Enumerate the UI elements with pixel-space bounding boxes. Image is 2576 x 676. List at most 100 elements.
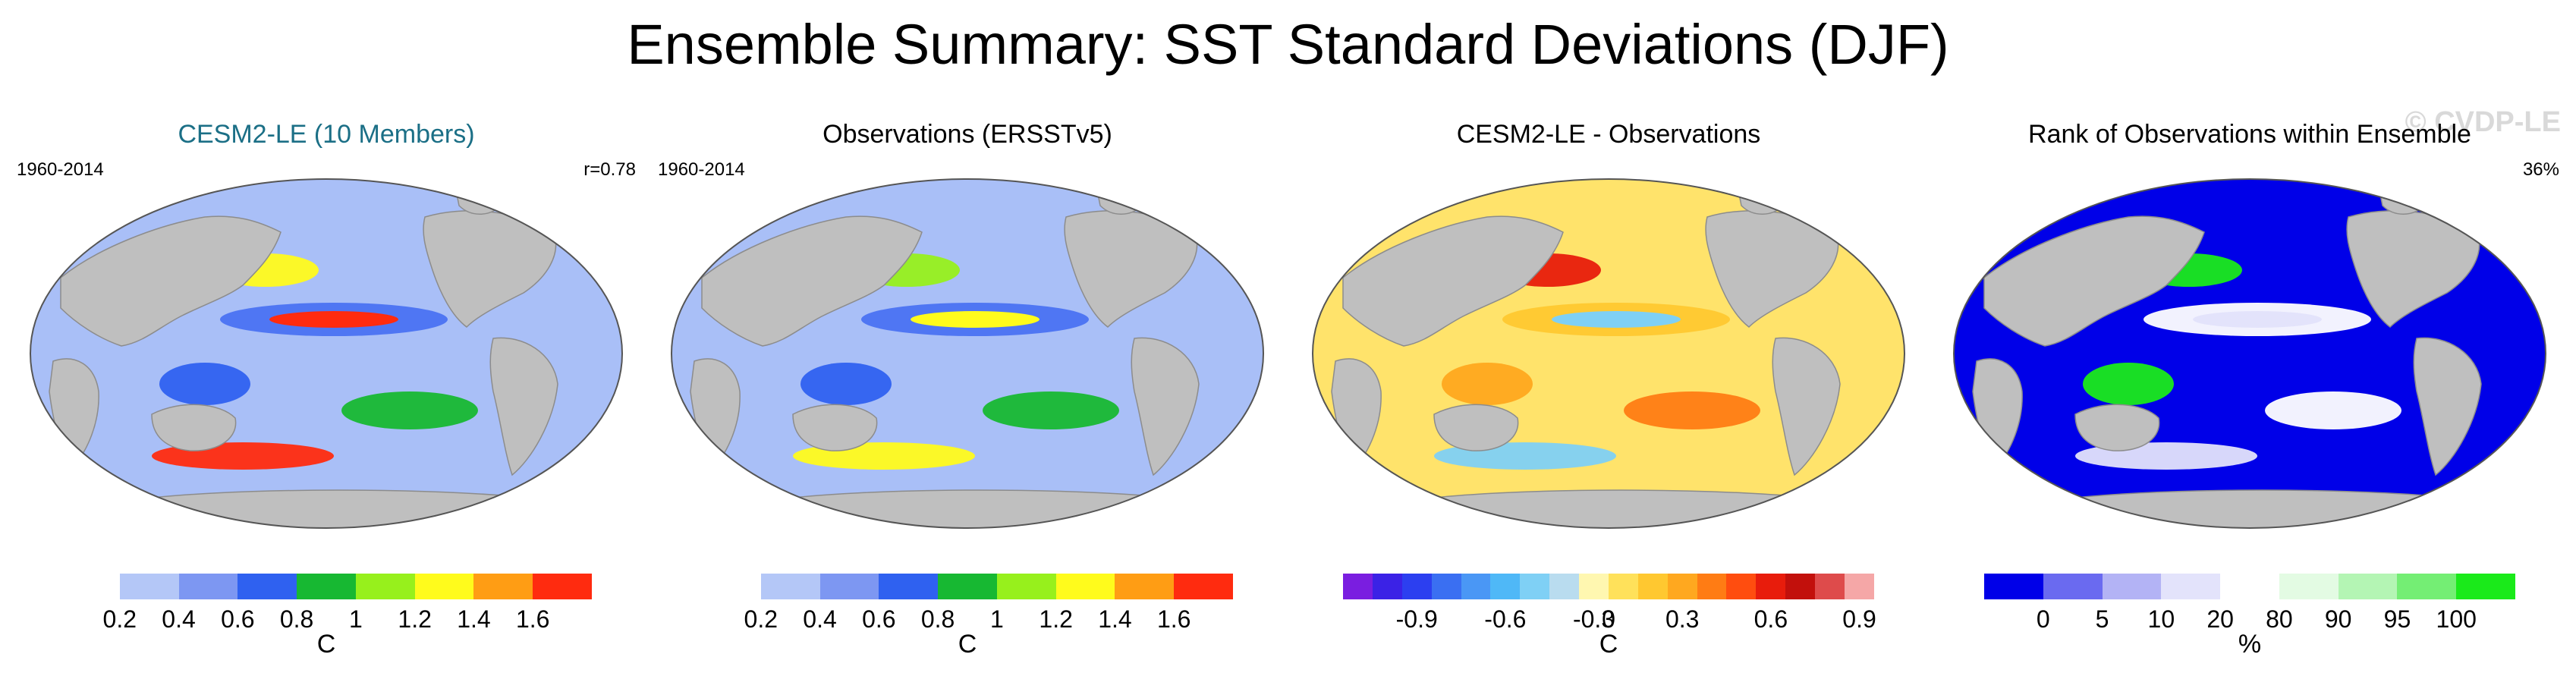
colorbar-tick-label: 1.4 — [457, 605, 491, 633]
colorbar-swatch — [1461, 574, 1491, 599]
panel-observations: Observations (ERSSTv5) 1960-2014 0.2 0.4 0… — [656, 114, 1279, 668]
map-outline — [671, 178, 1264, 529]
panel-title: CESM2-LE (10 Members) — [178, 120, 475, 149]
colorbar-swatch — [2043, 574, 2103, 599]
colorbar-tick-label: 95 — [2383, 605, 2411, 633]
colorbar-swatch — [1174, 574, 1233, 599]
landmass — [2413, 337, 2482, 476]
pattern-correlation: r=0.78 — [583, 159, 636, 180]
colorbar-tick-label: 20 — [2206, 605, 2234, 633]
landmass — [151, 404, 237, 451]
colorbar-tick-label: 5 — [2095, 605, 2109, 633]
colorbar-ticks: 0.2 0.4 0.6 0.8 1 1.2 1.4 1.6 — [656, 605, 1279, 636]
colorbar-tick-label: 0.9 — [1842, 605, 1876, 633]
watermark: © CVDP-LE — [2405, 106, 2561, 138]
sst-anomaly-region — [341, 391, 478, 429]
colorbar-swatch — [1726, 574, 1757, 599]
period-label: 1960-2014 — [17, 159, 104, 180]
colorbar-swatch — [1115, 574, 1175, 599]
figure-title: Ensemble Summary: SST Standard Deviation… — [627, 13, 1949, 76]
colorbar-swatch — [1372, 574, 1402, 599]
map-rank — [1953, 178, 2546, 529]
colorbar-tick-label: 0.4 — [803, 605, 837, 633]
colorbar-ticks: 0 5 10 20 80 90 95 100 — [1939, 605, 2561, 636]
colorbar-swatch — [938, 574, 997, 599]
colorbar-tick-label: 90 — [2324, 605, 2352, 633]
colorbar-swatch — [1785, 574, 1815, 599]
colorbar-swatch — [414, 574, 474, 599]
colorbar-swatch — [178, 574, 238, 599]
landmass — [1983, 215, 2205, 347]
colorbar-tick-label: 1.2 — [398, 605, 432, 633]
colorbar-unit: C — [1599, 630, 1618, 659]
colorbar-swatch — [1984, 574, 2043, 599]
colorbar-swatch — [702, 574, 761, 599]
enso-core-region — [2193, 311, 2322, 328]
colorbar-tick-label: 1.2 — [1039, 605, 1073, 633]
colorbar-swatch — [1667, 574, 1697, 599]
colorbar-swatch — [1844, 574, 1874, 599]
colorbar-tick-label: 0.3 — [1665, 605, 1700, 633]
map-difference — [1312, 178, 1905, 529]
landmass — [1342, 215, 1564, 347]
panel-title: Observations (ERSSTv5) — [822, 120, 1112, 149]
rank-percent: 36% — [2522, 159, 2559, 180]
colorbar-swatch — [1697, 574, 1727, 599]
colorbar-tick-label: -0.9 — [1395, 605, 1438, 633]
colorbar-swatch — [2161, 574, 2221, 599]
enso-core-region — [911, 311, 1040, 328]
colorbar-swatch — [760, 574, 820, 599]
colorbar-swatch — [1549, 574, 1579, 599]
colorbar-swatch — [1055, 574, 1115, 599]
sst-anomaly-region — [159, 363, 250, 405]
colorbar-tick-label: 1.6 — [1156, 605, 1191, 633]
landmass — [1433, 404, 1519, 451]
landmass — [701, 215, 923, 347]
colorbar-swatch — [1343, 574, 1373, 599]
map-outline — [1953, 178, 2546, 529]
sst-anomaly-region — [1624, 391, 1760, 429]
colorbar — [1984, 574, 2515, 599]
colorbar-tick-label: 0.4 — [162, 605, 196, 633]
colorbar-swatch — [2456, 574, 2515, 599]
colorbar-tick-label: 0 — [2036, 605, 2050, 633]
colorbar-tick-label: 0.2 — [744, 605, 778, 633]
colorbar-ticks: 0.2 0.4 0.6 0.8 1 1.2 1.4 1.6 — [15, 605, 637, 636]
colorbar-unit: % — [2238, 630, 2262, 659]
panel-title: Rank of Observations within Ensemble — [2028, 120, 2471, 149]
period-label: 1960-2014 — [658, 159, 745, 180]
colorbar-tick-label: -0.3 — [1572, 605, 1615, 633]
colorbar — [61, 574, 592, 599]
colorbar-tick-label: 80 — [2266, 605, 2293, 633]
panel-title: CESM2-LE - Observations — [1456, 120, 1761, 149]
colorbar-swatch — [1401, 574, 1432, 599]
colorbar-swatch — [2102, 574, 2162, 599]
colorbar-swatch — [1490, 574, 1521, 599]
colorbar-swatch — [119, 574, 179, 599]
colorbar-swatch — [355, 574, 415, 599]
colorbar — [702, 574, 1233, 599]
panel-difference: CESM2-LE - Observations -0.9 -0.6 -0.3 0 0.3… — [1297, 114, 1920, 668]
colorbar — [1343, 574, 1874, 599]
colorbar-tick-label: 100 — [2436, 605, 2477, 633]
colorbar-swatch — [2220, 574, 2279, 599]
colorbar-swatch — [473, 574, 533, 599]
map-observations — [671, 178, 1264, 529]
landmass — [2074, 404, 2160, 451]
colorbar-tick-label: 0.2 — [102, 605, 137, 633]
landmass — [60, 215, 282, 347]
colorbar-swatch — [1637, 574, 1668, 599]
colorbar-swatch — [2338, 574, 2398, 599]
colorbar-tick-label: 0.6 — [221, 605, 255, 633]
colorbar-tick-label: 1 — [989, 605, 1004, 633]
colorbar-swatch — [1608, 574, 1638, 599]
map-outline — [1312, 178, 1905, 529]
colorbar-swatch — [879, 574, 939, 599]
colorbar-tick-label: 0.6 — [862, 605, 896, 633]
colorbar-tick-label: 1 — [348, 605, 363, 633]
colorbar-unit: C — [958, 630, 977, 659]
sst-anomaly-region — [2083, 363, 2174, 405]
landmass — [792, 404, 878, 451]
colorbar-swatch — [1431, 574, 1461, 599]
colorbar-tick-label: 0.8 — [279, 605, 314, 633]
